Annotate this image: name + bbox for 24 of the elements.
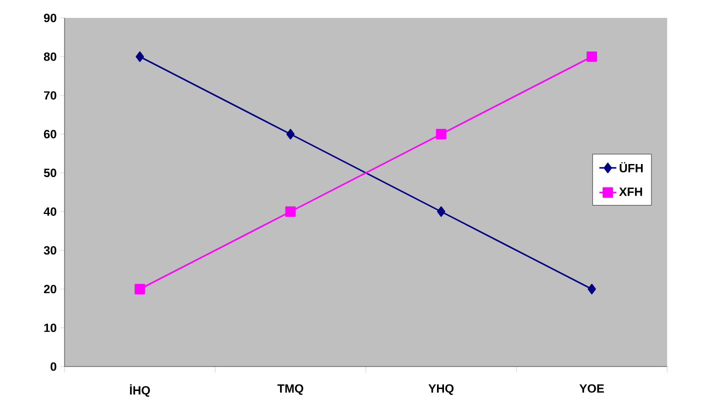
- y-tick-label: 80: [44, 52, 56, 61]
- point: [285, 206, 296, 217]
- point: [136, 51, 144, 62]
- legend-label: XFH: [619, 187, 642, 196]
- x-tick-label: YHQ: [428, 384, 454, 395]
- point: [134, 284, 146, 294]
- y-tick-label: 0: [50, 362, 56, 371]
- y-tick-label: 90: [44, 14, 56, 22]
- y-tick-label: 60: [44, 130, 56, 138]
- x-tick-label: YOE: [579, 384, 604, 393]
- point: [588, 284, 596, 294]
- point: [286, 128, 295, 140]
- y-tick-label: 40: [44, 207, 56, 216]
- legend-label: ÜFH: [620, 162, 643, 172]
- y-tick-label: 20: [44, 284, 56, 294]
- y-tick-label: 10: [44, 323, 56, 332]
- x-tick-label: TMQ: [277, 384, 304, 395]
- x-tick-label: İHQ: [130, 384, 150, 397]
- y-tick-label: 30: [44, 246, 56, 254]
- point: [437, 206, 446, 217]
- y-tick-label: 70: [44, 91, 56, 100]
- y-tick-label: 50: [44, 168, 56, 177]
- point: [436, 128, 446, 140]
- point: [586, 51, 598, 62]
